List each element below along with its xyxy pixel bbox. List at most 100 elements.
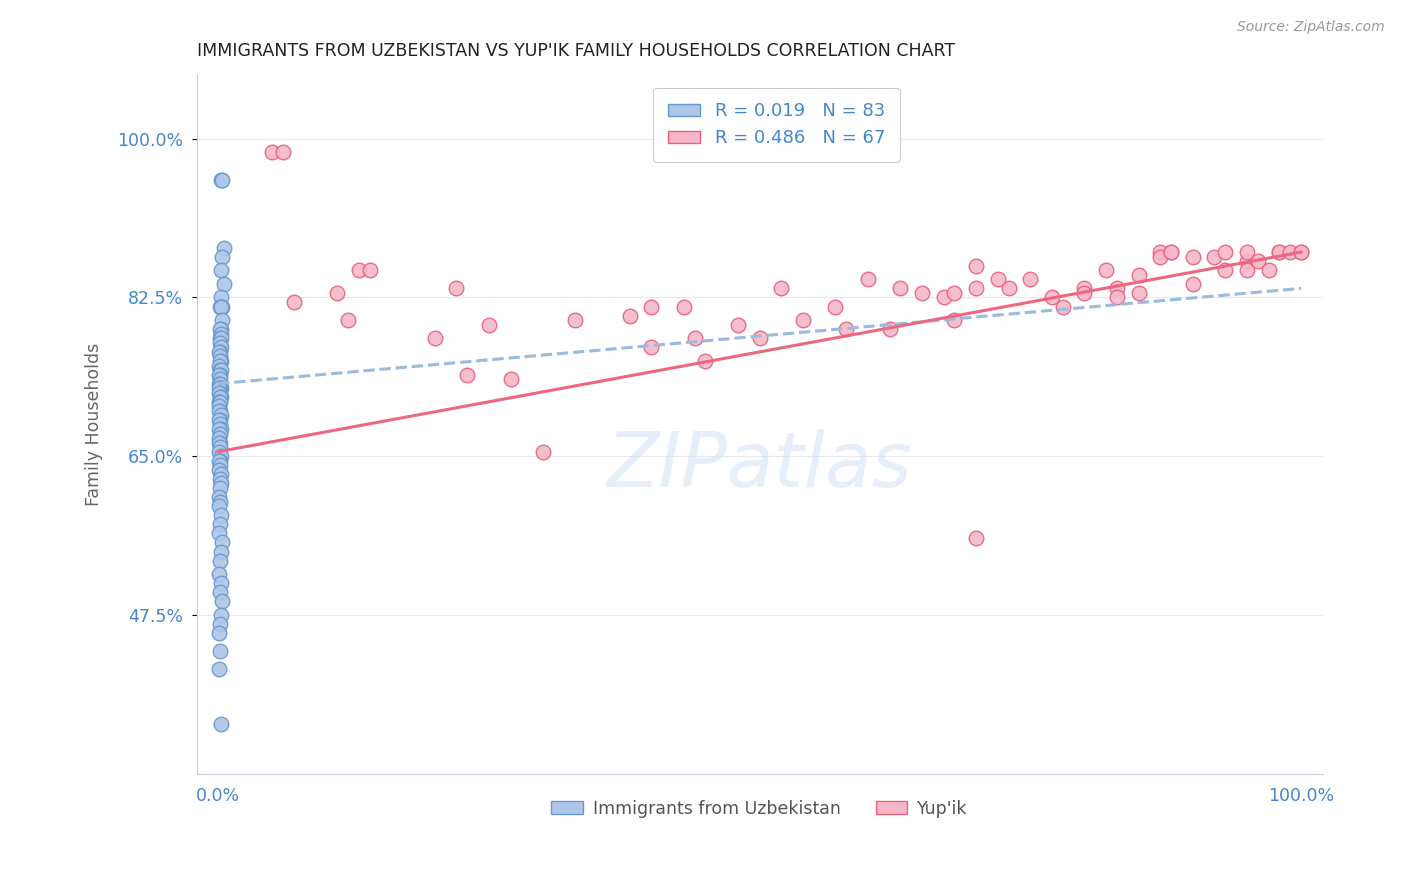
- Point: [209, 426, 232, 441]
- Point: [965, 281, 987, 295]
- Point: [1213, 263, 1236, 277]
- Point: [209, 340, 232, 354]
- Point: [208, 431, 231, 445]
- Point: [209, 644, 232, 658]
- Point: [1149, 250, 1171, 264]
- Point: [943, 285, 966, 300]
- Point: [209, 381, 232, 395]
- Point: [209, 390, 232, 404]
- Point: [212, 241, 235, 255]
- Point: [208, 444, 231, 458]
- Point: [1052, 300, 1074, 314]
- Point: [209, 476, 232, 491]
- Point: [208, 490, 231, 504]
- Point: [965, 531, 987, 545]
- Point: [209, 409, 232, 423]
- Point: [835, 322, 858, 336]
- Point: [209, 368, 232, 382]
- Point: [211, 594, 233, 608]
- Point: [209, 322, 232, 336]
- Point: [209, 454, 232, 468]
- Point: [209, 354, 232, 368]
- Point: [1268, 245, 1291, 260]
- Point: [824, 300, 846, 314]
- Point: [208, 663, 231, 677]
- Point: [209, 481, 232, 495]
- Point: [1160, 245, 1182, 260]
- Point: [208, 626, 231, 640]
- Point: [792, 313, 814, 327]
- Point: [1105, 290, 1128, 304]
- Point: [209, 394, 232, 409]
- Point: [1236, 263, 1258, 277]
- Point: [499, 372, 522, 386]
- Point: [889, 281, 911, 295]
- Point: [208, 422, 231, 436]
- Point: [208, 381, 231, 395]
- Point: [1204, 250, 1226, 264]
- Point: [209, 472, 232, 486]
- Point: [209, 585, 232, 599]
- Point: [1040, 290, 1063, 304]
- Point: [997, 281, 1019, 295]
- Point: [209, 350, 232, 364]
- Point: [209, 363, 232, 377]
- Point: [211, 300, 233, 314]
- Point: [1257, 263, 1279, 277]
- Point: [209, 435, 232, 450]
- Point: [619, 309, 641, 323]
- Point: [209, 335, 232, 350]
- Point: [1128, 285, 1150, 300]
- Point: [209, 422, 232, 436]
- Point: [879, 322, 901, 336]
- Point: [1181, 250, 1204, 264]
- Point: [208, 345, 231, 359]
- Point: [209, 363, 232, 377]
- Point: [911, 285, 934, 300]
- Point: [209, 390, 232, 404]
- Point: [748, 331, 770, 345]
- Point: [208, 526, 231, 541]
- Point: [209, 345, 232, 359]
- Point: [564, 313, 586, 327]
- Point: [531, 444, 554, 458]
- Point: [932, 290, 955, 304]
- Point: [209, 385, 232, 400]
- Point: [209, 354, 232, 368]
- Y-axis label: Family Households: Family Households: [86, 343, 103, 506]
- Point: [456, 368, 478, 382]
- Point: [208, 400, 231, 414]
- Point: [211, 313, 233, 327]
- Point: [695, 354, 717, 368]
- Point: [209, 404, 232, 418]
- Point: [208, 385, 231, 400]
- Point: [209, 290, 232, 304]
- Point: [1073, 285, 1095, 300]
- Point: [209, 413, 232, 427]
- Point: [1160, 245, 1182, 260]
- Text: Source: ZipAtlas.com: Source: ZipAtlas.com: [1237, 20, 1385, 34]
- Point: [209, 576, 232, 591]
- Point: [208, 404, 231, 418]
- Point: [1289, 245, 1312, 260]
- Point: [209, 440, 232, 454]
- Point: [1236, 254, 1258, 268]
- Point: [209, 417, 232, 432]
- Point: [1247, 254, 1270, 268]
- Point: [209, 381, 232, 395]
- Point: [209, 376, 232, 391]
- Point: [446, 281, 468, 295]
- Point: [1236, 245, 1258, 260]
- Point: [208, 454, 231, 468]
- Point: [208, 368, 231, 382]
- Point: [208, 435, 231, 450]
- Text: IMMIGRANTS FROM UZBEKISTAN VS YUP'IK FAMILY HOUSEHOLDS CORRELATION CHART: IMMIGRANTS FROM UZBEKISTAN VS YUP'IK FAM…: [197, 42, 955, 60]
- Point: [727, 318, 749, 332]
- Point: [1073, 281, 1095, 295]
- Point: [770, 281, 793, 295]
- Legend: Immigrants from Uzbekistan, Yup'ik: Immigrants from Uzbekistan, Yup'ik: [544, 793, 974, 824]
- Point: [212, 277, 235, 291]
- Point: [208, 567, 231, 582]
- Point: [208, 359, 231, 373]
- Point: [423, 331, 446, 345]
